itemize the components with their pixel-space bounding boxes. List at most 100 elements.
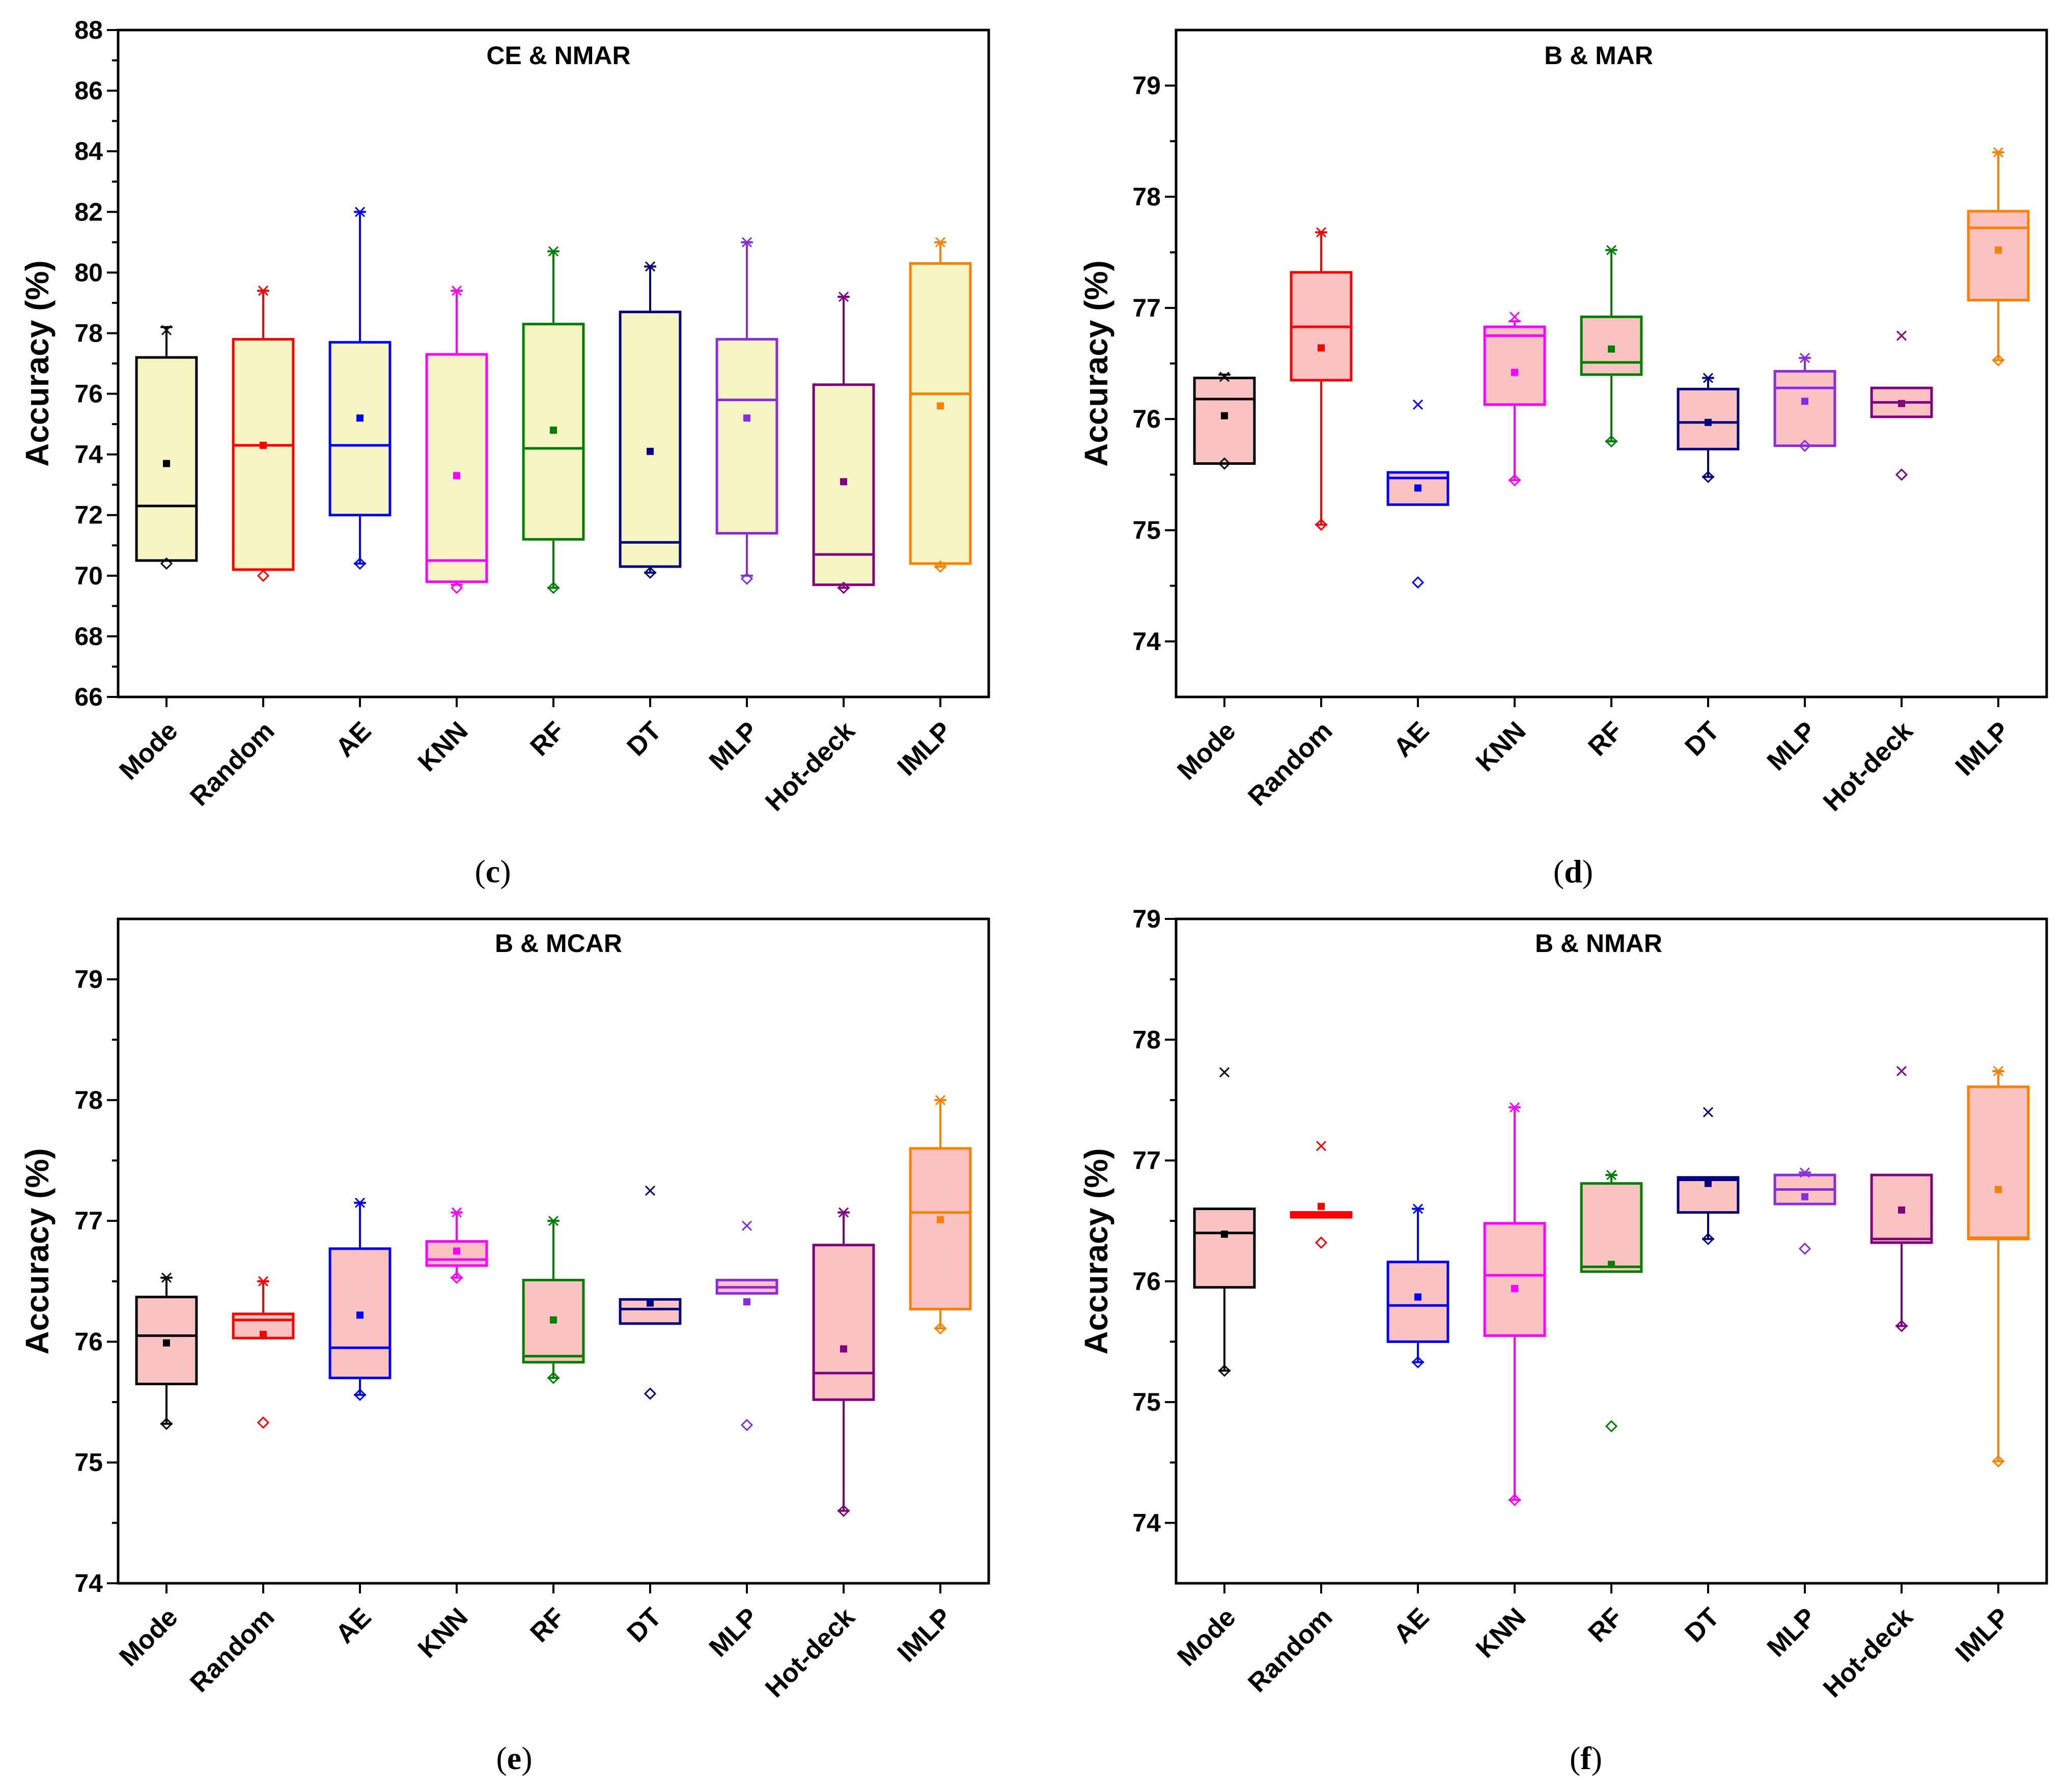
panel-e-x-tick-label: MLP <box>704 1602 764 1663</box>
max-marker <box>1606 245 1617 256</box>
mean-marker <box>550 1316 557 1324</box>
panel-d-y-tick-label: 79 <box>1132 71 1161 100</box>
panel-d-box-hot-deck <box>1870 330 1933 481</box>
panel-f-x-tick-label: Hot-deck <box>1818 1602 1918 1703</box>
panel-d-x-tick-label: IMLP <box>1950 716 2016 781</box>
max-marker <box>548 246 559 257</box>
min-marker <box>1218 457 1231 470</box>
panel-f-y-tick-label: 79 <box>1132 905 1161 933</box>
panel-f-y-axis-label: Accuracy (%) <box>1078 1148 1114 1355</box>
panel-c-box-rf <box>522 246 585 594</box>
panel-c-x-tick-label: AE <box>330 716 377 763</box>
panel-f-x-tick-label: IMLP <box>1950 1602 2016 1668</box>
mean-marker <box>840 1345 847 1353</box>
panel-d-box-knn <box>1483 312 1546 487</box>
iqr-box <box>135 356 198 562</box>
panel-e-x-tick-label: Hot-deck <box>760 1602 860 1703</box>
max-marker <box>161 1272 172 1283</box>
panel-e-y-tick-label: 78 <box>74 1086 103 1114</box>
max-marker <box>645 261 656 272</box>
panel-c-y-tick-label: 80 <box>74 258 103 287</box>
max-marker <box>1993 147 2004 158</box>
panel-f-y-tick-label: 76 <box>1132 1267 1161 1296</box>
min-marker <box>1701 470 1715 483</box>
max-marker <box>161 325 172 335</box>
panel-c-x-tick-label: RF <box>524 716 570 762</box>
min-marker <box>837 1504 850 1517</box>
panel-c-y-tick-label: 86 <box>74 76 103 105</box>
panel-e-x-tick-label: KNN <box>412 1602 474 1664</box>
panel-f-box-imlp <box>1967 1066 2030 1468</box>
min-marker <box>1508 1494 1521 1506</box>
panel-f-y-tick-label: 77 <box>1132 1146 1161 1175</box>
panel-c-y-axis: 66 68 70 72 74 76 78 80 82 84 86 88 <box>74 16 118 711</box>
panel-e-box-rf <box>522 1216 585 1384</box>
iqr-box <box>425 1240 488 1267</box>
panel-d-box-dt <box>1677 373 1740 483</box>
iqr-box <box>1483 325 1546 406</box>
panel-d-box-ae <box>1386 399 1449 589</box>
iqr-box <box>1483 1222 1546 1337</box>
min-marker <box>160 1417 173 1430</box>
mean-marker <box>1898 1206 1905 1214</box>
mean-marker <box>647 447 654 455</box>
min-marker <box>644 1387 657 1400</box>
panel-f-x-tick-label: RF <box>1582 1602 1628 1648</box>
min-marker <box>837 581 850 594</box>
panel-d-y-tick-label: 76 <box>1132 405 1161 433</box>
mean-marker <box>1898 400 1905 407</box>
panel-d-marks <box>1193 147 2030 589</box>
max-marker <box>838 1207 849 1218</box>
panel-e-box-mode <box>135 1272 198 1430</box>
panel-d-x-tick-label: Mode <box>1171 716 1241 786</box>
panel-e-x-tick-label: Mode <box>114 1602 183 1672</box>
mean-marker <box>1318 344 1325 352</box>
panel-f-y-tick-label: 75 <box>1132 1388 1161 1416</box>
max-marker <box>1896 330 1907 341</box>
min-marker <box>1605 435 1618 447</box>
panel-e-box-knn <box>425 1207 488 1284</box>
panel-e-y-tick-label: 76 <box>74 1327 103 1356</box>
panel-f-box-ae <box>1386 1203 1449 1368</box>
panel-e: B & MCAR 74 75 76 77 78 79 Mode Random AE KNN RF D… <box>19 917 990 1776</box>
max-marker <box>1219 372 1230 382</box>
min-marker <box>1411 1356 1425 1368</box>
panel-d-y-axis: 74 75 76 77 78 79 <box>1132 71 1176 656</box>
panel-e-box-dt <box>619 1185 682 1400</box>
panel-f-x-tick-label: DT <box>1679 1602 1725 1648</box>
panel-d-box-imlp <box>1967 147 2030 367</box>
panel-e-caption: (e) <box>496 1740 532 1776</box>
panel-f-x-tick-label: Random <box>1242 1602 1338 1698</box>
mean-marker <box>356 1311 364 1319</box>
panel-d-y-tick-label: 74 <box>1132 627 1161 656</box>
min-marker <box>1895 1320 1908 1332</box>
panel-f-y-tick-label: 78 <box>1132 1025 1161 1054</box>
panel-d-x-tick-label: Hot-deck <box>1818 716 1918 817</box>
iqr-box <box>812 1244 875 1401</box>
panel-f-box-random <box>1290 1141 1353 1249</box>
mean-marker <box>1511 1285 1518 1293</box>
panel-c-x-tick-label: DT <box>621 716 667 762</box>
max-marker <box>645 1185 656 1196</box>
mean-marker <box>453 472 460 480</box>
panel-f-x-tick-label: AE <box>1388 1602 1435 1649</box>
mean-marker <box>937 402 944 410</box>
max-marker <box>1219 1067 1230 1078</box>
panel-e-y-tick-label: 75 <box>74 1448 103 1477</box>
panel-c-y-tick-label: 76 <box>74 380 103 408</box>
iqr-box <box>715 338 778 535</box>
panel-d-x-tick-label: MLP <box>1762 716 1822 776</box>
mean-marker <box>260 441 267 449</box>
mean-marker <box>1608 1261 1615 1268</box>
max-marker <box>1412 399 1424 410</box>
panel-d-y-tick-label: 77 <box>1132 294 1161 322</box>
panel-f-title: B & NMAR <box>1535 929 1662 958</box>
max-marker <box>258 1276 269 1286</box>
mean-marker <box>1705 418 1712 426</box>
panel-f-x-tick-label: Mode <box>1171 1602 1241 1672</box>
panel-f-box-dt <box>1677 1107 1740 1245</box>
max-marker <box>1509 312 1520 322</box>
